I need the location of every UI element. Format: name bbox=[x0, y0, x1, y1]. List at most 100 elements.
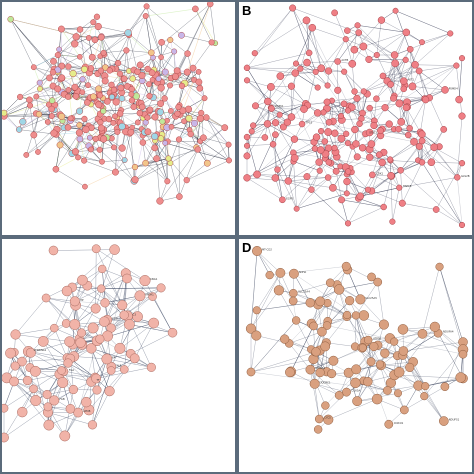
network-node bbox=[334, 86, 342, 94]
network-edge bbox=[79, 138, 85, 161]
network-node bbox=[373, 277, 383, 287]
network-node bbox=[455, 95, 463, 104]
network-node bbox=[324, 128, 333, 136]
network-node bbox=[332, 167, 340, 175]
network-node bbox=[106, 366, 116, 375]
network-edge bbox=[382, 59, 406, 77]
network-edge bbox=[334, 12, 346, 40]
network-edge bbox=[256, 302, 311, 311]
network-edge bbox=[314, 350, 320, 384]
network-edge bbox=[144, 280, 173, 333]
network-node bbox=[97, 119, 104, 126]
network-node bbox=[100, 135, 108, 143]
panel-d-nodes bbox=[245, 245, 469, 434]
network-edge bbox=[371, 190, 403, 204]
network-edge bbox=[134, 322, 154, 359]
network-node bbox=[368, 171, 376, 179]
network-node bbox=[92, 135, 99, 142]
node-label: MT-CO2 bbox=[262, 248, 272, 252]
network-edge bbox=[389, 141, 415, 160]
network-node bbox=[121, 157, 128, 163]
network-edge bbox=[358, 198, 384, 208]
network-node bbox=[200, 134, 207, 142]
network-edge bbox=[382, 128, 409, 136]
network-edge bbox=[206, 117, 229, 145]
network-node bbox=[151, 132, 159, 141]
network-node bbox=[71, 40, 79, 48]
network-edge bbox=[418, 70, 446, 91]
network-edge bbox=[391, 160, 419, 177]
network-edge bbox=[92, 370, 112, 425]
network-edge bbox=[398, 326, 436, 373]
network-node bbox=[397, 324, 409, 335]
network-node bbox=[389, 218, 396, 225]
network-node bbox=[33, 93, 40, 100]
network-node bbox=[100, 49, 107, 56]
network-edge bbox=[295, 27, 313, 64]
network-node bbox=[50, 323, 59, 333]
network-edge bbox=[349, 300, 369, 341]
network-edge bbox=[256, 302, 311, 311]
node-label: KNG1 bbox=[150, 277, 158, 281]
network-node bbox=[353, 153, 361, 161]
network-node bbox=[331, 129, 339, 137]
network-edge bbox=[79, 29, 86, 68]
network-node bbox=[344, 220, 352, 227]
network-node bbox=[144, 128, 152, 136]
network-edge bbox=[140, 84, 150, 104]
network-edge bbox=[345, 39, 353, 64]
network-node bbox=[315, 367, 325, 378]
network-node bbox=[157, 135, 165, 142]
network-node bbox=[15, 126, 23, 133]
network-edge bbox=[341, 199, 349, 224]
network-node bbox=[379, 72, 387, 80]
network-node bbox=[50, 129, 58, 137]
network-node bbox=[291, 69, 300, 77]
network-edge bbox=[19, 129, 57, 135]
network-node bbox=[355, 29, 363, 36]
network-node bbox=[226, 157, 232, 164]
network-node bbox=[342, 310, 352, 320]
network-edge bbox=[295, 63, 316, 73]
network-edge bbox=[3, 96, 21, 114]
network-node bbox=[48, 105, 55, 113]
network-node bbox=[316, 167, 323, 174]
network-node bbox=[279, 196, 286, 204]
network-edge bbox=[84, 171, 116, 187]
network-node bbox=[243, 152, 251, 160]
network-node bbox=[97, 33, 105, 41]
network-edge bbox=[321, 39, 346, 69]
network-node bbox=[203, 114, 210, 121]
network-node bbox=[167, 327, 178, 338]
network-node bbox=[114, 59, 122, 67]
network-node bbox=[415, 67, 423, 75]
network-edge bbox=[402, 333, 439, 356]
network-edge bbox=[343, 71, 355, 92]
network-edge bbox=[95, 248, 97, 309]
network-edge bbox=[181, 35, 212, 43]
network-node bbox=[110, 86, 117, 93]
network-node bbox=[161, 95, 168, 102]
network-edge bbox=[178, 79, 195, 108]
network-edge bbox=[123, 278, 128, 316]
network-edge bbox=[250, 320, 297, 373]
network-node bbox=[73, 407, 83, 418]
network-node bbox=[71, 83, 79, 91]
network-node bbox=[184, 50, 191, 57]
network-node bbox=[399, 405, 409, 415]
network-node bbox=[29, 384, 38, 394]
network-edge bbox=[435, 163, 463, 210]
network-node bbox=[252, 245, 263, 257]
network-edge bbox=[117, 62, 133, 79]
network-node bbox=[283, 118, 292, 126]
network-edge bbox=[10, 19, 34, 68]
network-edge bbox=[91, 348, 152, 368]
panel-a-network bbox=[0, 0, 232, 205]
node-label: NDUFS1 bbox=[449, 418, 460, 422]
network-node bbox=[351, 125, 359, 134]
network-node bbox=[354, 22, 361, 29]
network-node bbox=[458, 349, 468, 359]
network-edge bbox=[393, 59, 406, 99]
network-edge bbox=[246, 67, 301, 69]
network-node bbox=[367, 272, 376, 282]
